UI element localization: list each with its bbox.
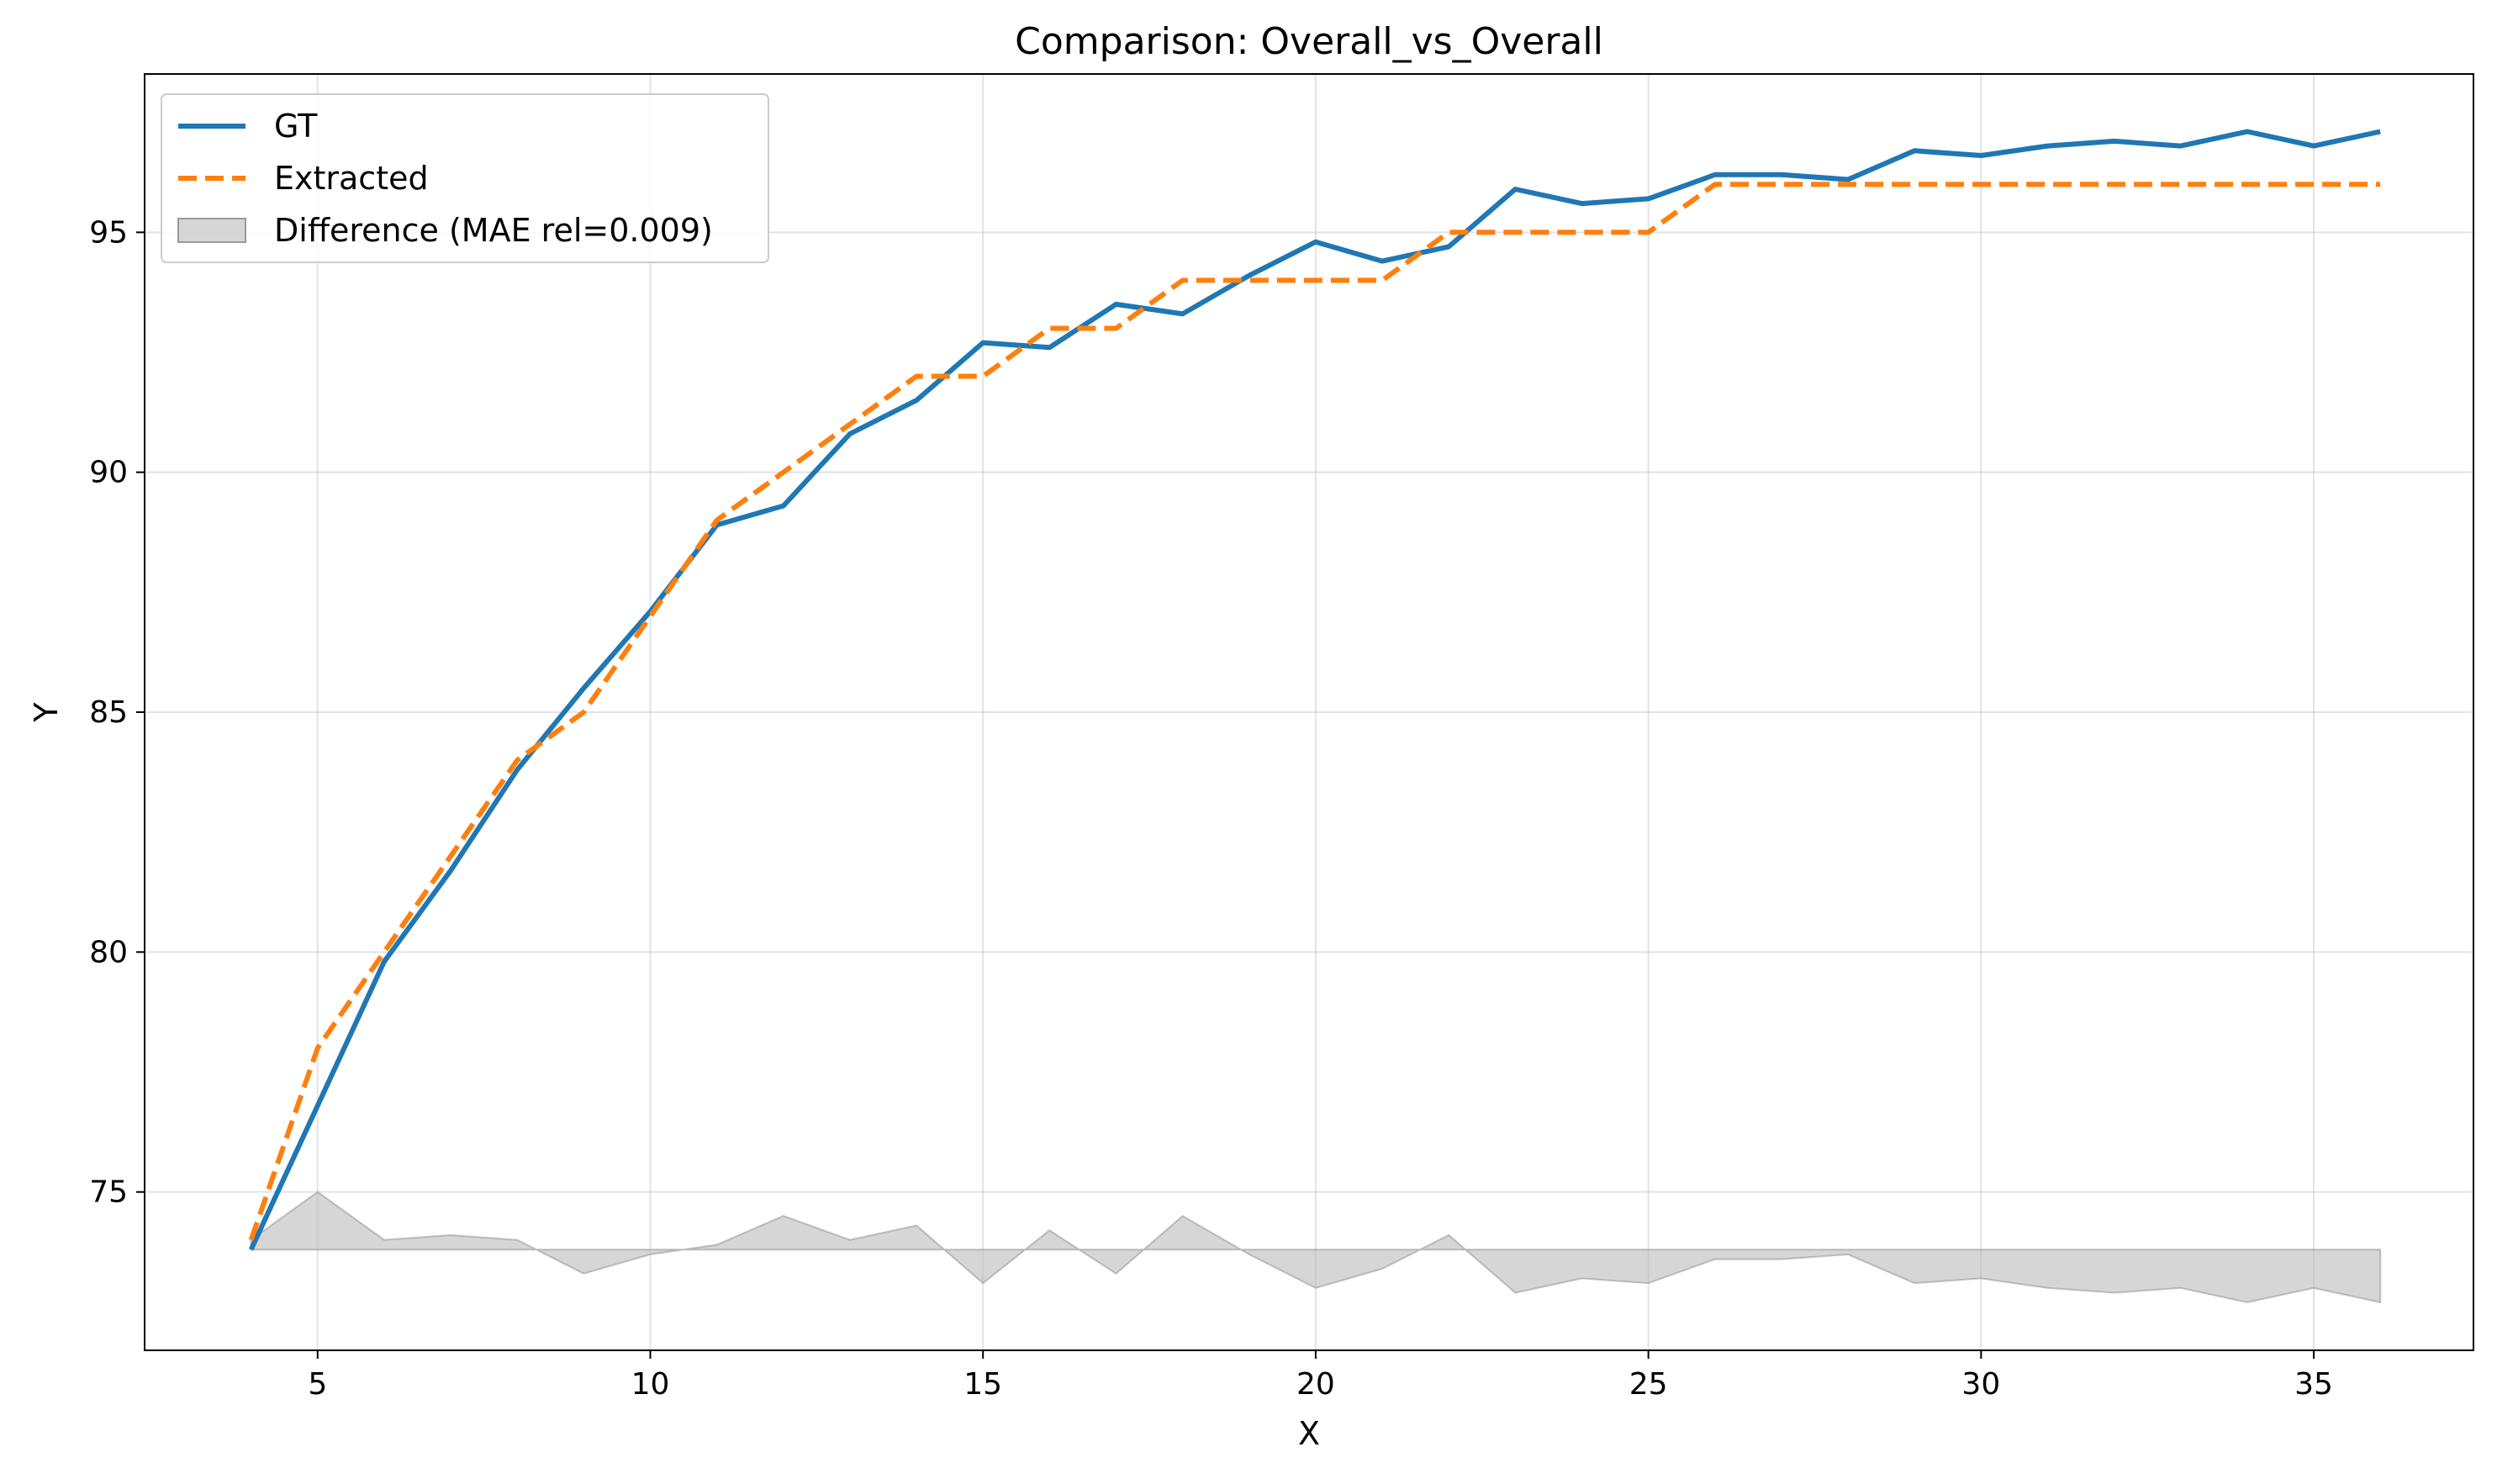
- chart-title: Comparison: Overall_vs_Overall: [1015, 20, 1603, 63]
- x-tick-label: 10: [631, 1367, 670, 1402]
- legend-difference-label: Difference (MAE rel=0.009): [274, 212, 713, 249]
- x-tick-label: 25: [1629, 1367, 1668, 1402]
- legend-difference-swatch: [177, 218, 246, 243]
- difference-area: [250, 1191, 2382, 1304]
- extracted-series-line: [248, 182, 2381, 1241]
- grid-lines: [145, 74, 2473, 1350]
- legend-gt-label: GT: [274, 108, 318, 145]
- x-tick-label: 5: [308, 1367, 327, 1402]
- y-tick-label: 80: [89, 935, 128, 969]
- legend: GT Extracted Difference (MAE rel=0.009): [161, 93, 769, 263]
- gt-series-line: [248, 129, 2381, 1251]
- x-tick-label: 15: [963, 1367, 1002, 1402]
- y-tick-label: 85: [89, 695, 128, 730]
- x-tick-label: 35: [2294, 1367, 2333, 1402]
- y-tick-label: 95: [89, 215, 128, 250]
- x-tick-label: 30: [1961, 1367, 2000, 1402]
- legend-extracted-label: Extracted: [274, 160, 429, 197]
- x-axis-label: X: [1298, 1415, 1320, 1452]
- difference-area-layer: [250, 1191, 2382, 1304]
- legend-box: [161, 93, 769, 263]
- x-tick-label: 20: [1296, 1367, 1335, 1402]
- y-axis-ticks: 75 80 85 90 95: [89, 215, 145, 1210]
- series-lines: [248, 129, 2381, 1251]
- y-axis-label: Y: [28, 702, 65, 723]
- x-axis-ticks: 5 10 15 20 25 30 35: [308, 1350, 2333, 1402]
- y-tick-label: 75: [89, 1175, 128, 1210]
- y-tick-label: 90: [89, 456, 128, 490]
